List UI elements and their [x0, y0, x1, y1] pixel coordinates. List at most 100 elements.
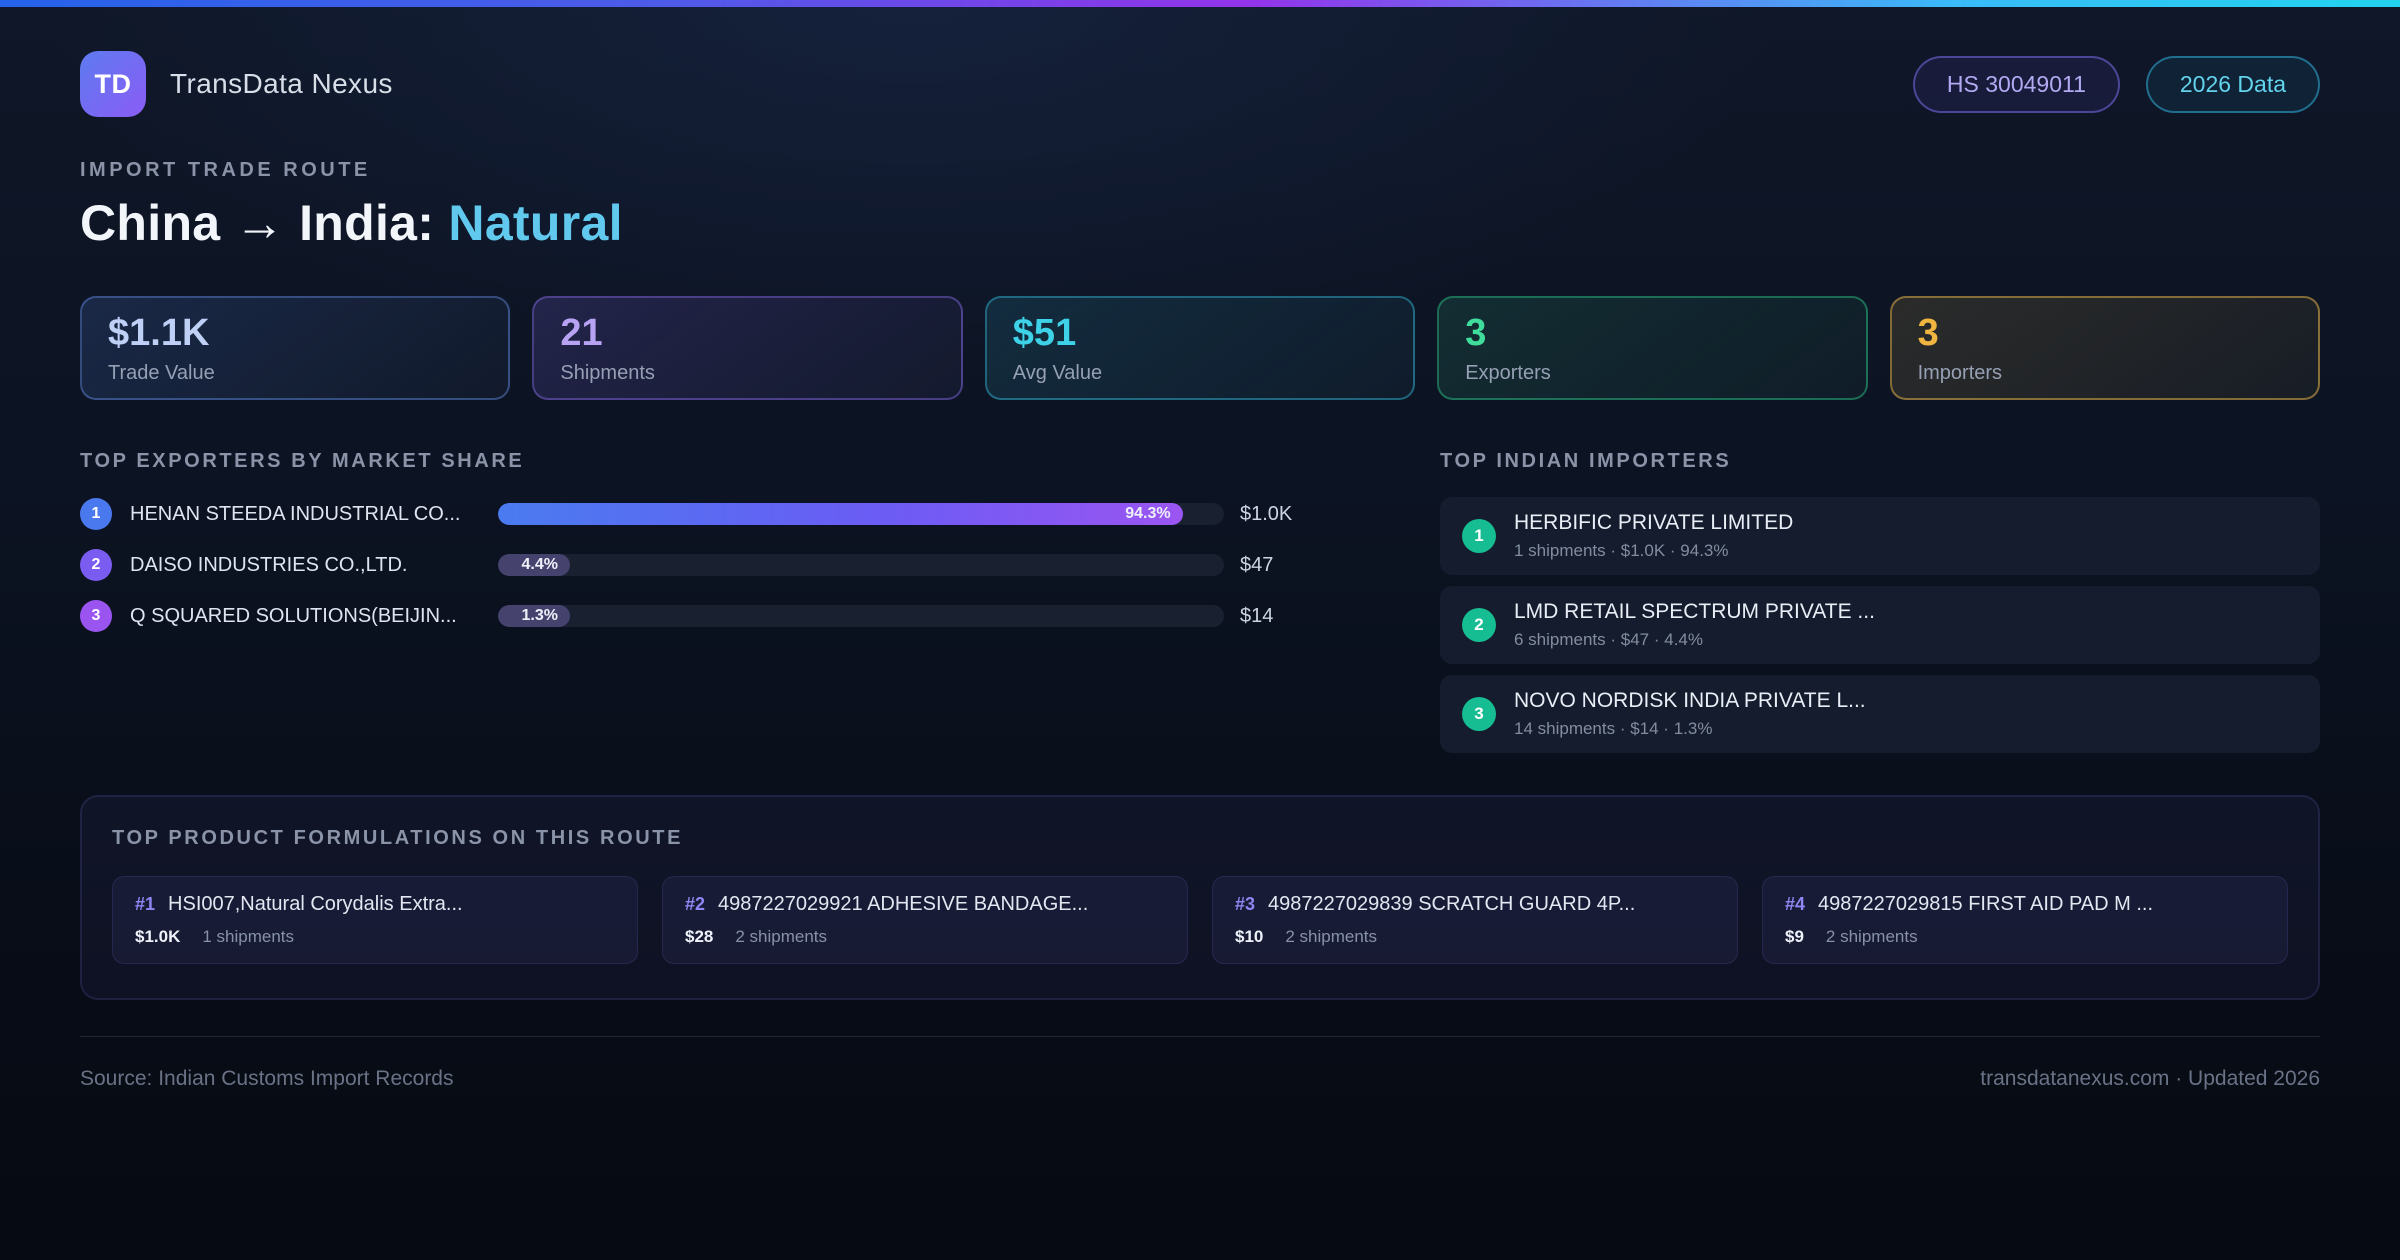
stat-value: $51	[1012, 311, 1077, 354]
products-list: #1 HSI007,Natural Corydalis Extra... $1.…	[112, 876, 2288, 964]
exporter-value: $1.0K	[1240, 502, 1293, 525]
product-rank: #3	[1235, 894, 1256, 914]
brand: TD TransData Nexus	[80, 51, 393, 117]
exporter-row[interactable]: 3 Q SQUARED SOLUTIONS(BEIJIN... 1.3% $14	[80, 599, 1360, 633]
importer-meta: 1 shipments · $1.0K · 94.3%	[1514, 541, 1729, 560]
importer-info: LMD RETAIL SPECTRUM PRIVATE ... 6 shipme…	[1514, 600, 1875, 650]
app-logo: TD	[80, 51, 146, 117]
stat-label: Exporters	[1465, 361, 1551, 384]
rank-badge: 1	[80, 498, 112, 530]
market-share-bar-fill: 94.3%	[498, 503, 1183, 525]
exporters-section: TOP EXPORTERS BY MARKET SHARE 1 HENAN ST…	[80, 450, 1360, 633]
product-value: $1.0K	[135, 927, 181, 946]
product-line1: #4 4987227029815 FIRST AID PAD M ...	[1785, 893, 2265, 916]
importer-meta: 6 shipments · $47 · 4.4%	[1514, 630, 1703, 649]
exporter-row[interactable]: 1 HENAN STEEDA INDUSTRIAL CO... 94.3% $1…	[80, 497, 1360, 531]
stat-card-avg-value: $51 Avg Value	[984, 296, 1416, 400]
product-card[interactable]: #4 4987227029815 FIRST AID PAD M ... $9 …	[1762, 876, 2288, 964]
market-share-bar-track: 4.4%	[498, 554, 1224, 576]
products-heading: TOP PRODUCT FORMULATIONS ON THIS ROUTE	[112, 827, 684, 849]
market-share-bar-track: 94.3%	[498, 503, 1224, 525]
rank-badge: 1	[1462, 519, 1496, 553]
product-card[interactable]: #1 HSI007,Natural Corydalis Extra... $1.…	[112, 876, 638, 964]
exporters-heading: TOP EXPORTERS BY MARKET SHARE	[80, 450, 525, 472]
products-panel: TOP PRODUCT FORMULATIONS ON THIS ROUTE #…	[80, 795, 2320, 1000]
market-share-label: 4.4%	[521, 556, 558, 573]
importer-card[interactable]: 3 NOVO NORDISK INDIA PRIVATE L... 14 shi…	[1440, 675, 2320, 753]
hs-code-badge[interactable]: HS 30049011	[1912, 55, 2120, 113]
page-content: TD TransData Nexus HS 30049011 2026 Data…	[0, 51, 2400, 1091]
route-eyebrow: IMPORT TRADE ROUTE	[80, 159, 371, 181]
exporters-list: 1 HENAN STEEDA INDUSTRIAL CO... 94.3% $1…	[80, 497, 1360, 633]
exporter-value: $14	[1240, 604, 1274, 627]
exporter-value: $47	[1240, 553, 1274, 576]
exporter-name: DAISO INDUSTRIES CO.,LTD.	[130, 553, 408, 576]
exporter-name: Q SQUARED SOLUTIONS(BEIJIN...	[130, 604, 457, 627]
footer-site: transdatanexus.com · Updated 2026	[1980, 1067, 2320, 1090]
market-share-bar-track: 1.3%	[498, 605, 1224, 627]
stat-value: 21	[560, 311, 603, 354]
product-card[interactable]: #3 4987227029839 SCRATCH GUARD 4P... $10…	[1212, 876, 1738, 964]
product-value: $9	[1785, 927, 1804, 946]
importer-info: HERBIFIC PRIVATE LIMITED 1 shipments · $…	[1514, 511, 1793, 561]
stat-card-importers: 3 Importers	[1889, 296, 2320, 400]
exporter-name: HENAN STEEDA INDUSTRIAL CO...	[130, 502, 461, 525]
stat-value: 3	[1917, 311, 1939, 354]
top-accent-bar	[0, 0, 2400, 7]
stat-card-exporters: 3 Exporters	[1437, 296, 1868, 400]
product-card[interactable]: #2 4987227029921 ADHESIVE BANDAGE... $28…	[662, 876, 1188, 964]
product-name: 4987227029921 ADHESIVE BANDAGE...	[718, 893, 1089, 915]
market-share-label: 94.3%	[1125, 505, 1171, 522]
footer: Source: Indian Customs Import Records tr…	[80, 1036, 2320, 1091]
stats-row: $1.1K Trade Value 21 Shipments $51 Avg V…	[80, 296, 2320, 400]
header: TD TransData Nexus HS 30049011 2026 Data	[80, 51, 2320, 117]
year-data-badge[interactable]: 2026 Data	[2145, 55, 2320, 113]
importer-meta: 14 shipments · $14 · 1.3%	[1514, 719, 1713, 738]
product-line1: #3 4987227029839 SCRATCH GUARD 4P...	[1235, 893, 1715, 916]
stat-label: Avg Value	[1012, 361, 1103, 384]
rank-badge: 3	[1462, 697, 1496, 731]
stat-card-shipments: 21 Shipments	[532, 296, 963, 400]
stat-label: Trade Value	[108, 361, 215, 384]
rank-badge: 3	[80, 600, 112, 632]
product-line2: $28 2 shipments	[685, 927, 1165, 947]
product-line2: $10 2 shipments	[1235, 927, 1715, 947]
product-shipments: 1 shipments	[202, 927, 295, 946]
product-rank: #1	[135, 894, 156, 914]
header-badges: HS 30049011 2026 Data	[1912, 55, 2320, 113]
route-title-main: China → India:	[80, 195, 435, 251]
stat-label: Importers	[1917, 361, 2003, 384]
stat-value: 3	[1465, 311, 1487, 354]
product-shipments: 2 shipments	[1825, 927, 1918, 946]
product-line1: #1 HSI007,Natural Corydalis Extra...	[135, 893, 615, 916]
stat-label: Shipments	[560, 361, 655, 384]
product-value: $28	[685, 927, 714, 946]
product-shipments: 2 shipments	[1285, 927, 1378, 946]
product-name: HSI007,Natural Corydalis Extra...	[168, 893, 463, 915]
product-name: 4987227029815 FIRST AID PAD M ...	[1818, 893, 2154, 915]
stat-value: $1.1K	[108, 311, 210, 354]
market-share-bar-fill: 1.3%	[498, 605, 570, 627]
market-share-label: 1.3%	[521, 607, 558, 624]
importer-card[interactable]: 1 HERBIFIC PRIVATE LIMITED 1 shipments ·…	[1440, 497, 2320, 575]
importers-heading: TOP INDIAN IMPORTERS	[1440, 450, 1732, 472]
footer-source: Source: Indian Customs Import Records	[80, 1067, 454, 1090]
market-share-bar-fill: 4.4%	[498, 554, 570, 576]
product-rank: #4	[1785, 894, 1806, 914]
importer-card[interactable]: 2 LMD RETAIL SPECTRUM PRIVATE ... 6 ship…	[1440, 586, 2320, 664]
rank-badge: 2	[1462, 608, 1496, 642]
importer-name: LMD RETAIL SPECTRUM PRIVATE ...	[1514, 600, 1875, 623]
exporter-row[interactable]: 2 DAISO INDUSTRIES CO.,LTD. 4.4% $47	[80, 548, 1360, 582]
product-line2: $1.0K 1 shipments	[135, 927, 615, 947]
product-line1: #2 4987227029921 ADHESIVE BANDAGE...	[685, 893, 1165, 916]
importer-name: NOVO NORDISK INDIA PRIVATE L...	[1514, 689, 1866, 712]
stat-card-trade-value: $1.1K Trade Value	[80, 296, 511, 400]
rank-badge: 2	[80, 549, 112, 581]
main-columns: TOP EXPORTERS BY MARKET SHARE 1 HENAN ST…	[80, 450, 2320, 753]
product-value: $10	[1235, 927, 1264, 946]
app-name: TransData Nexus	[170, 68, 393, 99]
importers-section: TOP INDIAN IMPORTERS 1 HERBIFIC PRIVATE …	[1440, 450, 2320, 753]
importer-name: HERBIFIC PRIVATE LIMITED	[1514, 511, 1794, 534]
product-shipments: 2 shipments	[735, 927, 828, 946]
importer-info: NOVO NORDISK INDIA PRIVATE L... 14 shipm…	[1514, 689, 1866, 739]
